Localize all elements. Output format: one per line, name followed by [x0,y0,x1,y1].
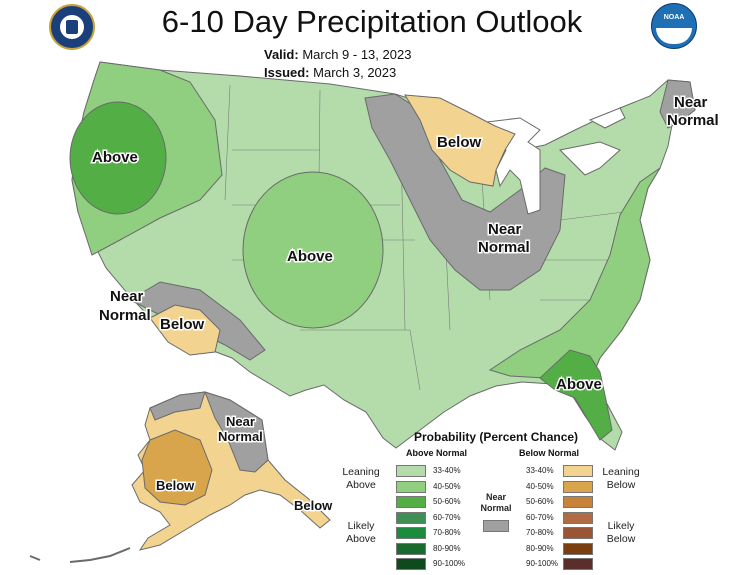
legend-likely-below: Likely Below [598,520,644,546]
alaska-north-near-normal [149,391,206,421]
legend-below-bin-swatch [563,480,593,493]
legend-below-bin-swatch [563,527,593,539]
alaska-below-40-50 [141,429,213,506]
alaska-aleutians [29,547,131,563]
legend-below-bin-label: 40-50% [526,481,554,491]
label-new-england-2: Normal [667,112,719,129]
legend-above-bin-label: 50-60% [433,497,461,506]
legend-above-bin-swatch [396,511,426,524]
near-header-1: Near [485,492,506,502]
alaska-near-normal [204,391,269,473]
legend-below-bin-label: 70-80% [526,528,554,537]
legend-below-bin-swatch [563,465,593,477]
valid-label: Valid: [264,47,299,62]
label-alaska-near-1: Near [226,414,255,429]
above-northwest-inner [69,101,167,215]
likely-above-2: Above [346,533,376,545]
below-southwest [149,304,221,356]
label-alaska-panhandle: Below [294,498,333,513]
leaning-below-2: Below [606,479,636,491]
below-upper-midwest [404,94,516,187]
legend-below-bin-swatch [563,496,593,508]
issued-value: March 3, 2023 [313,65,397,80]
legend-leaning-above: Leaning Above [338,466,384,492]
legend-above-bin-label: 80-90% [433,543,461,553]
legend-near-header: Near Normal [476,492,516,514]
label-alaska-below: Below [156,478,195,493]
valid-value: March 9 - 13, 2023 [302,47,412,62]
near-header-2: Normal [480,503,512,513]
legend-above-bin-swatch [396,558,426,570]
label-central: Above [287,248,333,265]
above-southeast [539,349,613,441]
label-southeast: Above [556,376,602,393]
legend-below-bin-swatch [563,511,593,524]
leaning-above-2: Above [346,479,376,491]
legend-near-swatch [483,520,509,532]
legend-above-bin-label: 70-80% [433,528,461,537]
label-southwest-below: Below [160,316,205,333]
legend-above-header: Above Normal [406,448,468,458]
issued-label: Issued: [264,65,310,80]
label-southwest-near-1: Near [110,288,144,305]
page-title: 6-10 Day Precipitation Outlook [161,4,583,39]
legend-below-bin-label: 80-90% [526,543,554,553]
legend-above-bin-label: 40-50% [433,481,461,491]
legend-above-bin-label: 33-40% [433,466,461,475]
leaning-below-1: Leaning [602,466,640,478]
above-central [242,171,384,329]
legend-below-bin-label: 33-40% [526,466,554,475]
label-northwest: Above [92,149,138,166]
legend-below-header: Below Normal [519,448,580,458]
near-normal-new-england [659,79,696,129]
label-great-lakes: Below [437,134,482,151]
legend-below-bin-label: 50-60% [526,497,554,506]
legend-above-bin-swatch [396,542,426,555]
legend-likely-above: Likely Above [338,520,384,546]
valid-dates: Valid: March 9 - 13, 2023 [264,47,411,62]
label-alaska-near-2: Normal [218,429,263,444]
label-ohio-valley-1: Near [488,221,522,238]
legend-below-bin-swatch [563,558,593,570]
legend-below-bin-swatch [563,542,593,555]
legend: Probability (Percent Chance) Above Norma… [336,428,640,573]
near-normal-ohio-valley [364,93,566,291]
label-southwest-near-2: Normal [99,307,151,324]
legend-above-bin-swatch [396,496,426,508]
label-ohio-valley-2: Normal [478,239,530,256]
legend-below-bin-label: 90-100% [526,559,559,568]
noaa-logo-text: NOAA [663,14,685,21]
likely-above-1: Likely [347,520,375,532]
likely-below-1: Likely [607,520,635,532]
leaning-above-1: Leaning [342,466,380,478]
label-new-england-1: Near [674,94,708,111]
legend-above-bin-swatch [396,527,426,539]
legend-above-bin-label: 90-100% [433,559,466,568]
dept-commerce-seal-icon [49,4,95,50]
noaa-logo-icon: NOAA [651,3,697,49]
legend-below-bin-label: 60-70% [526,512,554,522]
legend-leaning-below: Leaning Below [598,466,644,492]
legend-above-bin-label: 60-70% [433,512,461,522]
likely-below-2: Below [606,533,636,545]
legend-title: Probability (Percent Chance) [414,430,579,444]
legend-above-bin-swatch [396,465,426,477]
issued-date: Issued: March 3, 2023 [264,65,396,80]
legend-above-bin-swatch [396,480,426,493]
